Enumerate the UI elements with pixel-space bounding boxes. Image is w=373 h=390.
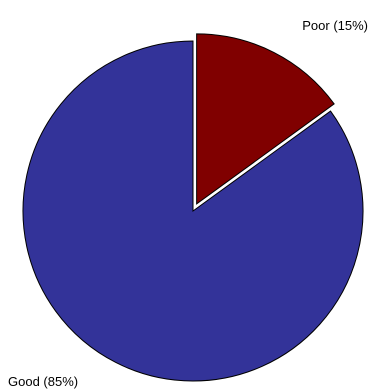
slice-label-poor: Poor (15%): [302, 18, 368, 33]
pie-slice-poor: [196, 33, 335, 205]
pie-slices: [22, 33, 364, 382]
pie-slice-good: [22, 40, 364, 382]
pie-labels: Good (85%) Poor (15%): [8, 18, 368, 389]
slice-label-good: Good (85%): [8, 374, 78, 389]
